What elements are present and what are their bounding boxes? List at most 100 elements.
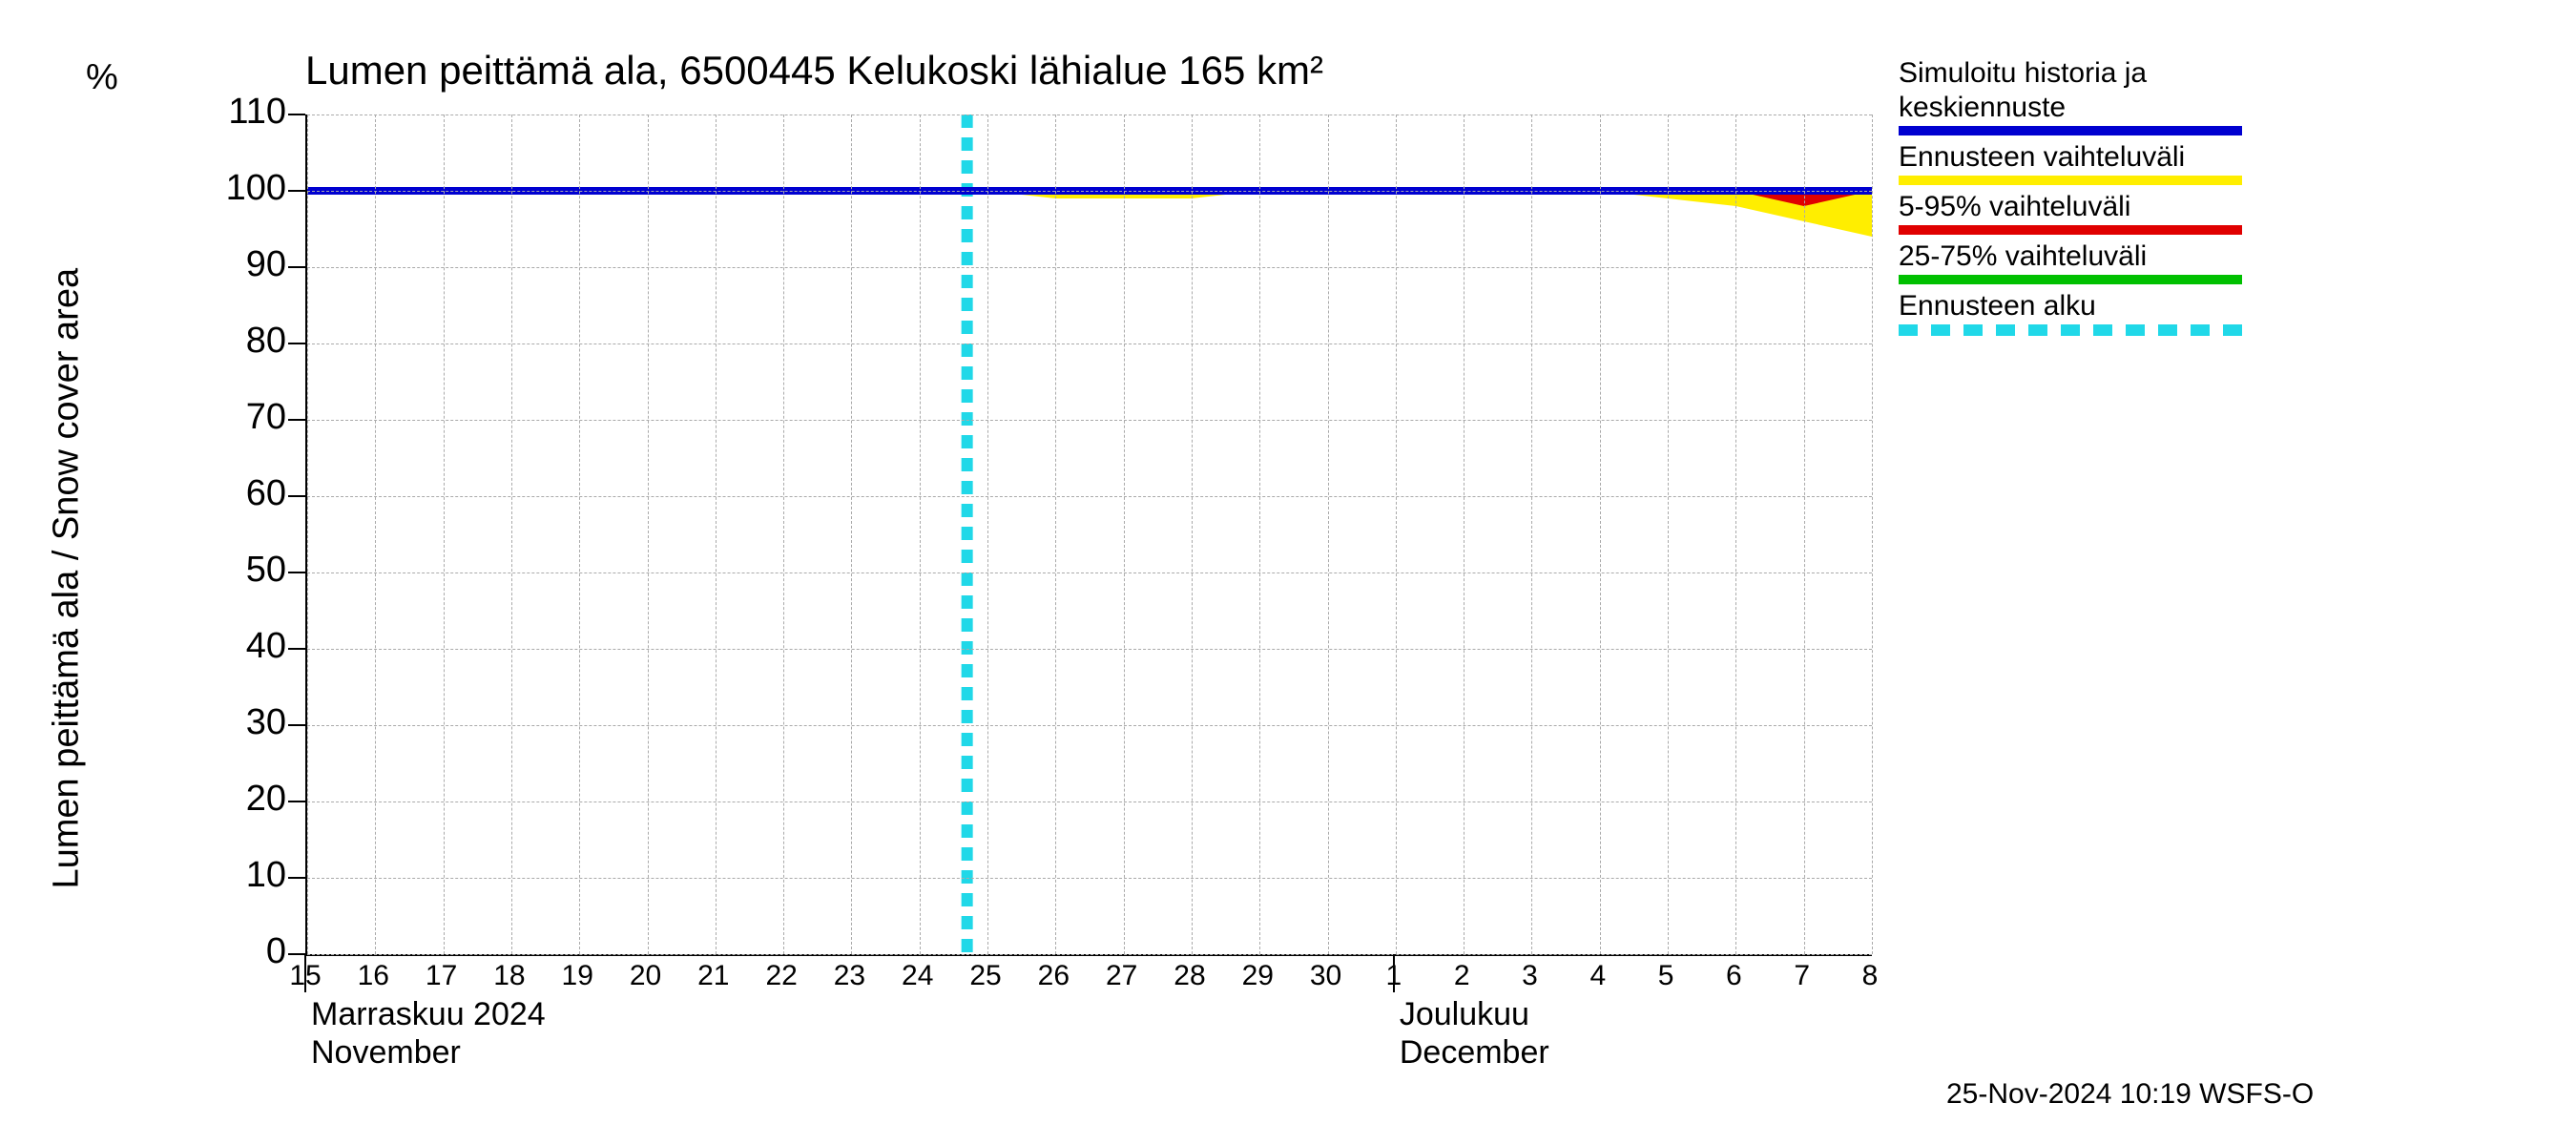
y-tick bbox=[288, 343, 305, 344]
gridline-vertical bbox=[987, 114, 988, 954]
chart-container: Lumen peittämä ala, 6500445 Kelukoski lä… bbox=[0, 0, 2576, 1145]
y-tick-label: 70 bbox=[191, 397, 286, 438]
y-tick-label: 50 bbox=[191, 550, 286, 591]
gridline-horizontal bbox=[307, 954, 1872, 955]
gridline-vertical bbox=[1464, 114, 1465, 954]
x-major-tick bbox=[304, 954, 306, 992]
gridline-horizontal bbox=[307, 572, 1872, 573]
y-tick-label: 110 bbox=[191, 92, 286, 133]
gridline-horizontal bbox=[307, 878, 1872, 879]
month-label-en: November bbox=[311, 1034, 461, 1072]
y-tick bbox=[288, 419, 305, 421]
legend-label: 25-75% vaihteluväli bbox=[1899, 240, 2242, 273]
gridline-horizontal bbox=[307, 420, 1872, 421]
gridline-vertical bbox=[375, 114, 376, 954]
y-tick bbox=[288, 877, 305, 879]
x-major-tick bbox=[1393, 954, 1395, 992]
gridline-vertical bbox=[783, 114, 784, 954]
x-tick-label: 25 bbox=[966, 960, 1005, 992]
x-tick-label: 20 bbox=[627, 960, 665, 992]
x-tick-label: 30 bbox=[1307, 960, 1345, 992]
gridline-vertical bbox=[1531, 114, 1532, 954]
legend-label: keskiennuste bbox=[1899, 92, 2242, 124]
x-tick-label: 29 bbox=[1238, 960, 1277, 992]
plot-svg bbox=[307, 114, 1872, 954]
gridline-vertical bbox=[307, 114, 308, 954]
legend-swatch bbox=[1899, 275, 2242, 284]
gridline-horizontal bbox=[307, 649, 1872, 650]
x-tick-label: 19 bbox=[558, 960, 596, 992]
legend-item: 5-95% vaihteluväli bbox=[1899, 191, 2242, 235]
y-tick-label: 80 bbox=[191, 321, 286, 362]
forecast-range-band bbox=[307, 191, 1872, 237]
x-tick-label: 16 bbox=[354, 960, 392, 992]
x-tick-label: 24 bbox=[899, 960, 937, 992]
month-label-fi: Marraskuu 2024 bbox=[311, 996, 546, 1033]
gridline-vertical bbox=[1872, 114, 1873, 954]
y-tick-label: 10 bbox=[191, 855, 286, 896]
legend-item: Ennusteen vaihteluväli bbox=[1899, 141, 2242, 185]
gridline-vertical bbox=[716, 114, 717, 954]
gridline-horizontal bbox=[307, 114, 1872, 115]
month-label-fi: Joulukuu bbox=[1400, 996, 1529, 1033]
gridline-vertical bbox=[1055, 114, 1056, 954]
x-tick-label: 23 bbox=[830, 960, 868, 992]
x-tick-label: 5 bbox=[1647, 960, 1685, 992]
y-tick-label: 20 bbox=[191, 779, 286, 820]
gridline-vertical bbox=[1735, 114, 1736, 954]
x-tick-label: 21 bbox=[695, 960, 733, 992]
y-tick bbox=[288, 953, 305, 955]
legend-swatch bbox=[1899, 225, 2242, 235]
legend-swatch bbox=[1899, 126, 2242, 135]
gridline-vertical bbox=[1396, 114, 1397, 954]
plot-area bbox=[305, 114, 1872, 956]
y-axis-label: Lumen peittämä ala / Snow cover area bbox=[47, 221, 88, 889]
timestamp: 25-Nov-2024 10:19 WSFS-O bbox=[1946, 1078, 2314, 1111]
x-tick-label: 6 bbox=[1714, 960, 1753, 992]
y-tick bbox=[288, 266, 305, 268]
gridline-vertical bbox=[1668, 114, 1669, 954]
legend-label: Simuloitu historia ja bbox=[1899, 57, 2242, 90]
gridline-vertical bbox=[1124, 114, 1125, 954]
x-tick-label: 26 bbox=[1034, 960, 1072, 992]
y-tick-label: 40 bbox=[191, 626, 286, 667]
legend-item: 25-75% vaihteluväli bbox=[1899, 240, 2242, 284]
x-tick-label: 2 bbox=[1443, 960, 1481, 992]
x-tick-label: 3 bbox=[1510, 960, 1548, 992]
gridline-horizontal bbox=[307, 496, 1872, 497]
legend-label: Ennusteen alku bbox=[1899, 290, 2242, 323]
y-tick-label: 60 bbox=[191, 473, 286, 514]
y-tick-label: 100 bbox=[191, 168, 286, 209]
legend-label: Ennusteen vaihteluväli bbox=[1899, 141, 2242, 174]
y-tick-label: 90 bbox=[191, 244, 286, 285]
gridline-horizontal bbox=[307, 191, 1872, 192]
x-tick-label: 8 bbox=[1851, 960, 1889, 992]
gridline-vertical bbox=[851, 114, 852, 954]
chart-title: Lumen peittämä ala, 6500445 Kelukoski lä… bbox=[305, 48, 1323, 94]
gridline-vertical bbox=[920, 114, 921, 954]
y-tick bbox=[288, 648, 305, 650]
x-tick-label: 17 bbox=[423, 960, 461, 992]
x-tick-label: 4 bbox=[1579, 960, 1617, 992]
x-tick-label: 27 bbox=[1103, 960, 1141, 992]
y-tick bbox=[288, 190, 305, 192]
y-tick-label: 0 bbox=[191, 931, 286, 972]
legend-item: Ennusteen alku bbox=[1899, 290, 2242, 336]
x-tick-label: 22 bbox=[762, 960, 800, 992]
legend-swatch bbox=[1899, 324, 2242, 336]
month-label-en: December bbox=[1400, 1034, 1549, 1072]
legend-item: Simuloitu historia jakeskiennuste bbox=[1899, 57, 2242, 135]
x-tick-label: 7 bbox=[1783, 960, 1821, 992]
gridline-vertical bbox=[1804, 114, 1805, 954]
y-tick bbox=[288, 572, 305, 573]
x-tick-label: 18 bbox=[490, 960, 529, 992]
gridline-vertical bbox=[444, 114, 445, 954]
gridline-vertical bbox=[579, 114, 580, 954]
gridline-vertical bbox=[1600, 114, 1601, 954]
gridline-vertical bbox=[648, 114, 649, 954]
x-tick-label: 28 bbox=[1171, 960, 1209, 992]
legend-swatch bbox=[1899, 176, 2242, 185]
gridline-vertical bbox=[511, 114, 512, 954]
y-tick-label: 30 bbox=[191, 702, 286, 743]
gridline-vertical bbox=[1259, 114, 1260, 954]
